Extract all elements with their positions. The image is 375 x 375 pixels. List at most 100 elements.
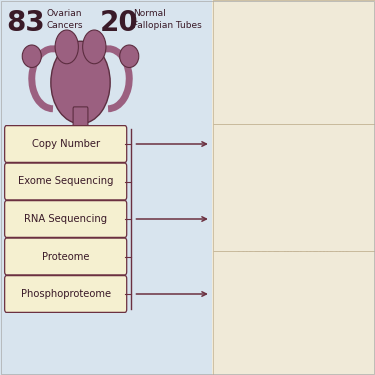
Point	[339, 43, 345, 49]
Point	[344, 68, 350, 74]
Point	[319, 77, 325, 83]
Point	[358, 40, 364, 46]
Point	[251, 26, 257, 32]
Point	[333, 36, 339, 42]
Point	[311, 56, 317, 62]
Point	[325, 55, 331, 61]
Ellipse shape	[230, 19, 270, 40]
Point	[318, 52, 324, 58]
FancyBboxPatch shape	[4, 238, 127, 275]
Point	[325, 33, 331, 39]
Point	[315, 76, 321, 82]
Point	[245, 48, 251, 54]
Point	[319, 69, 325, 75]
Point	[258, 33, 264, 39]
Point	[325, 71, 331, 77]
Point	[294, 67, 300, 73]
Point	[330, 46, 336, 52]
Text: RNA Sequencing: RNA Sequencing	[24, 214, 107, 224]
Point	[311, 63, 317, 69]
Point	[312, 62, 318, 68]
FancyBboxPatch shape	[283, 148, 305, 156]
Point	[240, 25, 246, 31]
Text: Copy Number: Copy Number	[32, 139, 100, 149]
Point	[321, 43, 327, 49]
FancyBboxPatch shape	[73, 107, 88, 133]
Point	[330, 68, 336, 74]
Point	[316, 59, 322, 65]
Point	[321, 50, 327, 56]
Point	[335, 67, 341, 73]
Point	[243, 30, 249, 36]
FancyBboxPatch shape	[283, 163, 305, 170]
Point	[300, 47, 306, 53]
Point	[316, 72, 322, 78]
Point	[237, 26, 243, 32]
Text: Phosphoproteome: Phosphoproteome	[21, 289, 111, 299]
Point	[251, 28, 257, 34]
Text: Tumor-Normal
Comparison: Tumor-Normal Comparison	[255, 128, 333, 150]
Point	[314, 54, 320, 60]
Point	[306, 52, 312, 58]
Point	[334, 77, 340, 83]
FancyBboxPatch shape	[229, 146, 249, 153]
Point	[320, 72, 326, 78]
Bar	[322, 286, 357, 311]
Ellipse shape	[22, 45, 41, 68]
Point	[327, 70, 333, 76]
Point	[295, 53, 301, 59]
Point	[308, 71, 314, 77]
FancyBboxPatch shape	[283, 192, 305, 200]
Point	[285, 44, 291, 50]
Point	[343, 43, 349, 49]
Circle shape	[305, 154, 372, 201]
Point	[346, 46, 352, 53]
Point	[326, 50, 332, 55]
Point	[310, 73, 316, 79]
Point	[246, 28, 252, 34]
FancyBboxPatch shape	[4, 126, 127, 162]
Ellipse shape	[280, 40, 365, 80]
Point	[250, 18, 256, 24]
FancyBboxPatch shape	[0, 0, 212, 375]
FancyBboxPatch shape	[229, 162, 249, 170]
Point	[295, 54, 301, 60]
Point	[338, 59, 344, 65]
Text: Disease Mechanisms: Disease Mechanisms	[237, 247, 351, 257]
Point	[289, 82, 295, 88]
Point	[337, 49, 343, 55]
FancyBboxPatch shape	[252, 168, 272, 176]
Point	[318, 54, 324, 60]
Point	[321, 37, 327, 43]
Text: Exome Sequencing: Exome Sequencing	[18, 177, 113, 186]
Point	[316, 53, 322, 59]
Point	[252, 24, 258, 30]
Text: T: T	[360, 6, 369, 20]
Point	[326, 39, 332, 45]
Ellipse shape	[82, 30, 106, 64]
Point	[314, 46, 320, 52]
FancyBboxPatch shape	[4, 201, 127, 237]
Point	[248, 27, 254, 33]
Point	[240, 34, 246, 40]
Point	[321, 45, 327, 51]
Point	[347, 19, 353, 25]
Point	[319, 54, 325, 60]
Text: 83: 83	[6, 9, 45, 38]
Point	[233, 33, 239, 39]
Point	[305, 81, 311, 87]
Point	[241, 46, 247, 53]
Point	[243, 40, 249, 46]
Point	[314, 75, 320, 81]
Point	[314, 58, 320, 64]
Point	[362, 63, 368, 69]
Text: Survival Signature: Survival Signature	[243, 360, 345, 370]
Ellipse shape	[120, 45, 139, 68]
Point	[325, 9, 331, 15]
FancyBboxPatch shape	[4, 276, 127, 312]
Point	[310, 49, 316, 55]
Point	[274, 58, 280, 64]
Text: Proteome: Proteome	[42, 252, 89, 261]
Point	[326, 55, 332, 61]
FancyBboxPatch shape	[229, 179, 249, 187]
